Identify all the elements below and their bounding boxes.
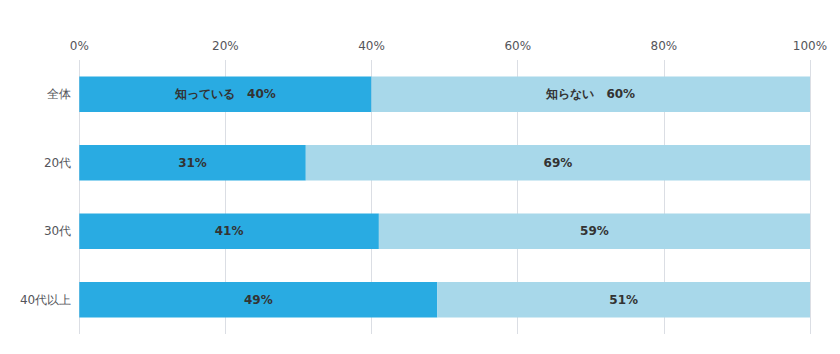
svg-text:100%: 100% bbox=[793, 39, 827, 53]
svg-text:49%: 49% bbox=[244, 293, 273, 307]
svg-text:51%: 51% bbox=[609, 293, 638, 307]
svg-text:69%: 69% bbox=[544, 156, 573, 170]
svg-text:知らない 60%: 知らない 60% bbox=[545, 87, 635, 101]
svg-text:40%: 40% bbox=[358, 39, 385, 53]
svg-text:全体: 全体 bbox=[47, 87, 71, 101]
svg-text:41%: 41% bbox=[215, 224, 244, 238]
svg-text:80%: 80% bbox=[651, 39, 678, 53]
svg-text:知っている 40%: 知っている 40% bbox=[174, 87, 276, 101]
svg-text:20%: 20% bbox=[212, 39, 239, 53]
svg-text:60%: 60% bbox=[504, 39, 531, 53]
svg-text:30代: 30代 bbox=[44, 224, 71, 238]
svg-text:59%: 59% bbox=[580, 224, 609, 238]
svg-text:20代: 20代 bbox=[44, 156, 71, 170]
svg-text:0%: 0% bbox=[70, 39, 89, 53]
svg-text:31%: 31% bbox=[178, 156, 207, 170]
svg-text:40代以上: 40代以上 bbox=[20, 293, 71, 307]
